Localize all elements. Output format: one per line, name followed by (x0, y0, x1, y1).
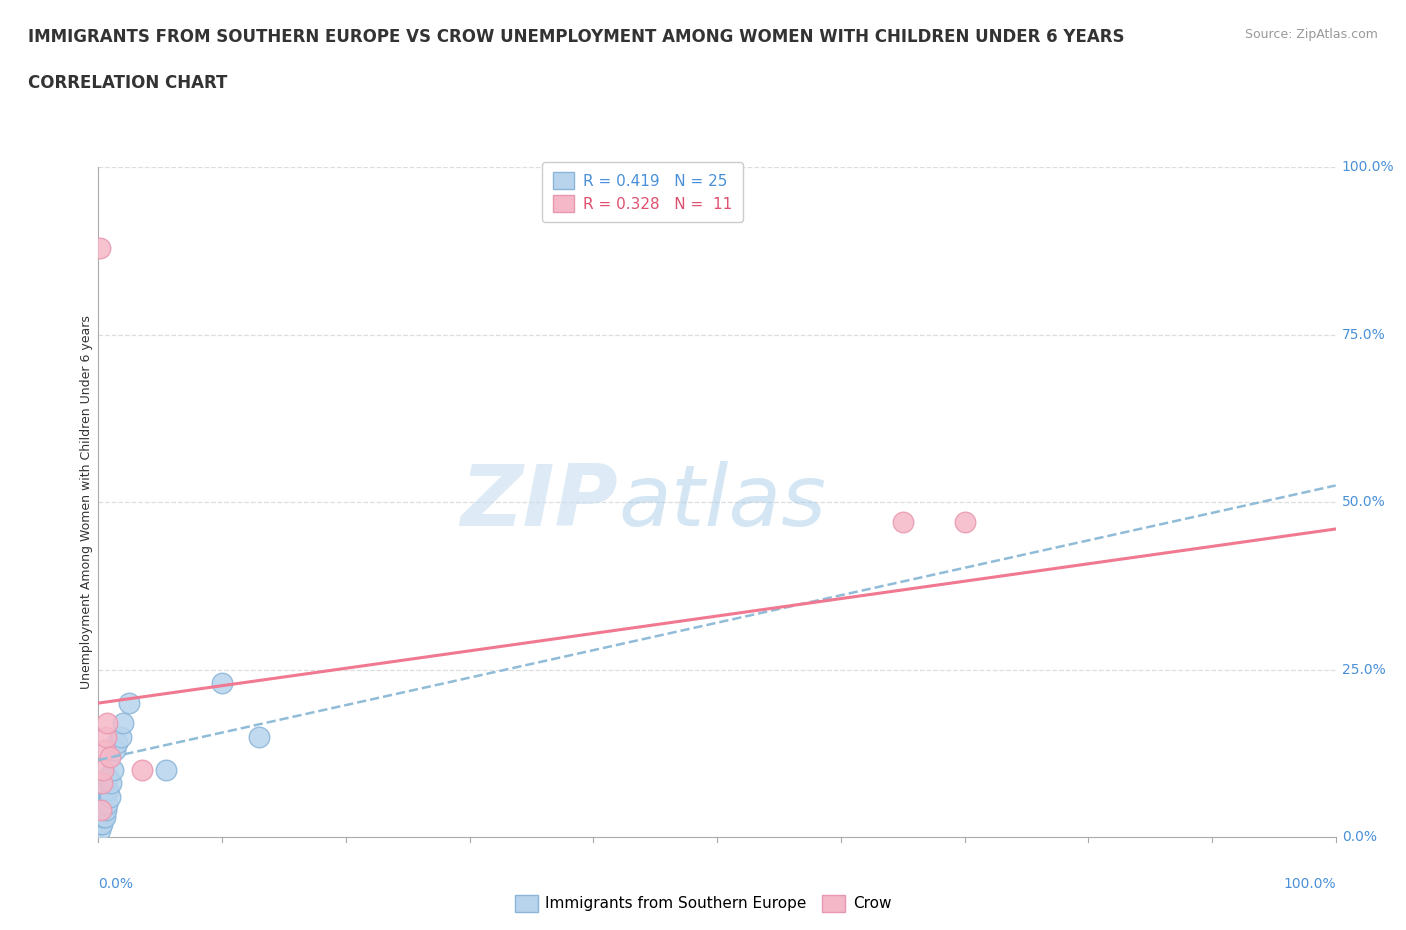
Point (89, 823, 111, 838)
Text: 100.0%: 100.0% (1284, 877, 1336, 891)
Point (93, 809, 115, 824)
Point (90, 803, 112, 817)
Point (94, 783, 117, 798)
Text: 0.0%: 0.0% (1341, 830, 1376, 844)
Point (90, 809, 112, 824)
Point (118, 696, 141, 711)
Point (110, 729, 132, 744)
Point (94, 803, 117, 817)
Point (97, 783, 120, 798)
Point (131, 763, 153, 777)
Point (953, 515, 976, 530)
Legend: Immigrants from Southern Europe, Crow: Immigrants from Southern Europe, Crow (509, 889, 897, 918)
Legend: R = 0.419   N = 25, R = 0.328   N =  11: R = 0.419 N = 25, R = 0.328 N = 11 (543, 162, 744, 222)
Y-axis label: Unemployment Among Women with Children Under 6 years: Unemployment Among Women with Children U… (80, 315, 93, 689)
Point (89, 240, 111, 255)
Point (93, 796, 115, 811)
Text: 0.0%: 0.0% (98, 877, 134, 891)
Text: CORRELATION CHART: CORRELATION CHART (28, 74, 228, 92)
Point (91, 817, 114, 831)
Point (96, 716, 118, 731)
Point (155, 763, 177, 777)
Point (93, 742, 115, 757)
Text: 25.0%: 25.0% (1341, 662, 1386, 677)
Point (112, 716, 135, 731)
Point (93, 809, 115, 824)
Point (891, 515, 914, 530)
Text: Source: ZipAtlas.com: Source: ZipAtlas.com (1244, 28, 1378, 41)
Point (100, 776, 122, 790)
Point (247, 729, 270, 744)
Point (93, 763, 115, 777)
Point (98, 790, 121, 804)
Point (90, 817, 112, 831)
Point (211, 675, 233, 690)
Text: 75.0%: 75.0% (1341, 327, 1386, 342)
Point (105, 736, 128, 751)
Point (103, 763, 125, 777)
Point (97, 769, 120, 784)
Point (98, 750, 121, 764)
Point (103, 742, 125, 757)
Text: 50.0%: 50.0% (1341, 495, 1386, 510)
Text: IMMIGRANTS FROM SOUTHERN EUROPE VS CROW UNEMPLOYMENT AMONG WOMEN WITH CHILDREN U: IMMIGRANTS FROM SOUTHERN EUROPE VS CROW … (28, 28, 1125, 46)
Point (96, 796, 118, 811)
Text: 100.0%: 100.0% (1341, 160, 1395, 175)
Text: ZIP: ZIP (460, 460, 619, 544)
Text: atlas: atlas (619, 460, 827, 544)
Point (94, 729, 117, 744)
Point (93, 790, 115, 804)
Point (91, 803, 114, 817)
Point (91, 776, 114, 790)
